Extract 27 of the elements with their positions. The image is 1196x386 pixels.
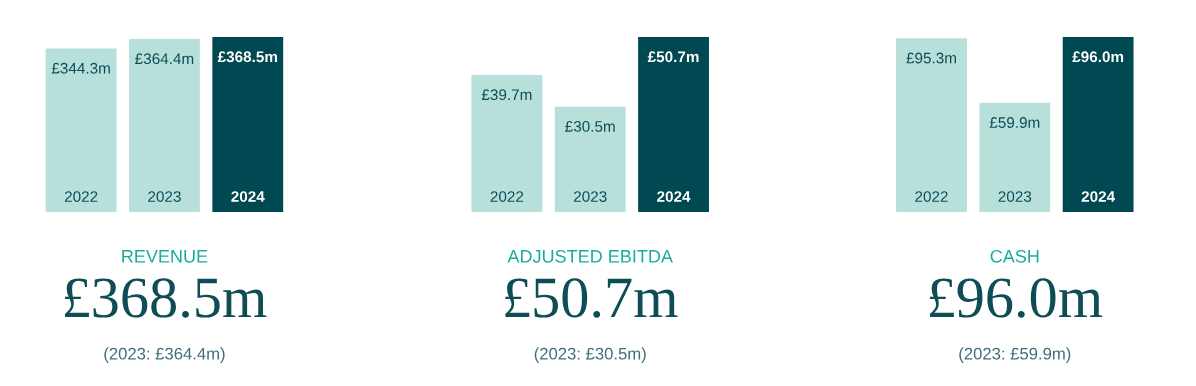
x-tick-label: 2023: [574, 191, 607, 202]
text: (2023: £364.4m): [104, 347, 225, 363]
text: £96.0m: [929, 278, 1103, 318]
text: £50.7m: [505, 278, 678, 318]
x-tick-label: 2024: [657, 191, 691, 202]
data-label: £59.9m: [989, 117, 1040, 128]
text: ADJUSTED EBITDA: [507, 249, 673, 263]
x-tick-label: 2024: [1081, 191, 1116, 202]
text: £368.5m: [65, 278, 267, 318]
data-label: £368.5m: [217, 51, 277, 63]
text: REVENUE: [122, 250, 208, 263]
data-label: £39.7m: [481, 89, 532, 101]
x-tick-label: 2022: [490, 191, 524, 202]
data-label: £95.3m: [906, 52, 956, 64]
data-label: £344.3m: [51, 62, 110, 74]
text: CASH: [990, 249, 1039, 263]
x-tick-label: 2024: [231, 191, 265, 202]
x-tick-label: 2022: [915, 191, 948, 202]
x-tick-label: 2022: [64, 191, 98, 202]
data-label: £96.0m: [1072, 51, 1124, 63]
text: (2023: £59.9m): [959, 347, 1071, 363]
x-tick-label: 2023: [998, 191, 1032, 202]
text: (2023: £30.5m): [534, 347, 646, 363]
x-tick-label: 2023: [148, 191, 181, 202]
data-label: £30.5m: [565, 121, 615, 132]
data-label: £364.4m: [135, 53, 194, 65]
data-label: £50.7m: [647, 51, 699, 63]
